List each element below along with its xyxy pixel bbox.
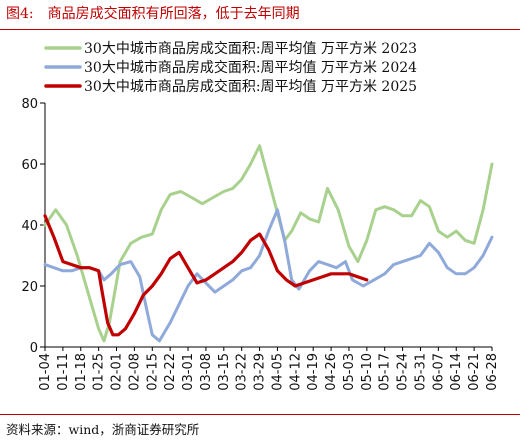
x-tick-label-01-25: 01-25 (92, 353, 107, 391)
x-tick-label-03-22: 03-22 (235, 353, 250, 391)
x-tick-label-04-12: 04-12 (288, 353, 303, 391)
source-note: 资料来源：wind，浙商证券研究所 (6, 422, 200, 437)
series-line-2 (43, 208, 494, 343)
x-tick-label-05-10: 05-10 (360, 353, 375, 391)
legend-label-2: 30大中城市商品房成交面积:周平均值 万平方米 2024 (84, 59, 417, 76)
x-tick-label-01-18: 01-18 (74, 353, 89, 391)
y-tick-label-0: 0 (30, 341, 38, 356)
x-tick-label-05-03: 05-03 (342, 353, 357, 391)
figure-number: 图4: (6, 6, 34, 22)
x-tick-label-06-14: 06-14 (449, 353, 464, 391)
x-tick-label-05-31: 05-31 (413, 353, 428, 391)
series-line-1 (43, 144, 494, 343)
x-tick-label-01-04: 01-04 (38, 353, 53, 391)
x-tick-label-03-01: 03-01 (181, 353, 196, 391)
title-rule (0, 29, 520, 30)
x-tick-label-05-17: 05-17 (378, 353, 393, 391)
x-tick-label-04-19: 04-19 (306, 353, 321, 391)
series-line-3 (43, 214, 369, 337)
legend-label-3: 30大中城市商品房成交面积:周平均值 万平方米 2025 (84, 78, 417, 95)
x-tick-label-03-08: 03-08 (199, 353, 214, 391)
figure-title-text: 商品房成交面积有所回落，低于去年同期 (47, 6, 300, 22)
y-tick-label-40: 40 (21, 219, 38, 234)
y-tick-label-20: 20 (21, 280, 38, 295)
x-tick-label-02-15: 02-15 (145, 353, 160, 391)
source-rule (0, 414, 520, 415)
x-tick-label-02-08: 02-08 (127, 353, 142, 391)
legend-label-1: 30大中城市商品房成交面积:周平均值 万平方米 2023 (84, 40, 417, 57)
x-tick-label-06-28: 06-28 (485, 353, 500, 391)
y-tick-label-60: 60 (21, 158, 38, 173)
x-tick-label-02-22: 02-22 (163, 353, 178, 391)
x-tick-label-01-11: 01-11 (56, 353, 71, 391)
x-tick-label-06-07: 06-07 (431, 353, 446, 391)
x-tick-label-03-29: 03-29 (253, 353, 268, 391)
x-tick-label-04-05: 04-05 (270, 353, 285, 391)
x-tick-label-02-01: 02-01 (110, 353, 125, 391)
figure-title: 图4: 商品房成交面积有所回落，低于去年同期 (6, 3, 300, 23)
x-tick-label-04-26: 04-26 (324, 353, 339, 391)
x-tick-label-05-24: 05-24 (396, 353, 411, 391)
x-tick-label-03-15: 03-15 (217, 353, 232, 391)
y-tick-label-80: 80 (21, 97, 38, 112)
x-tick-label-06-21: 06-21 (467, 353, 482, 391)
